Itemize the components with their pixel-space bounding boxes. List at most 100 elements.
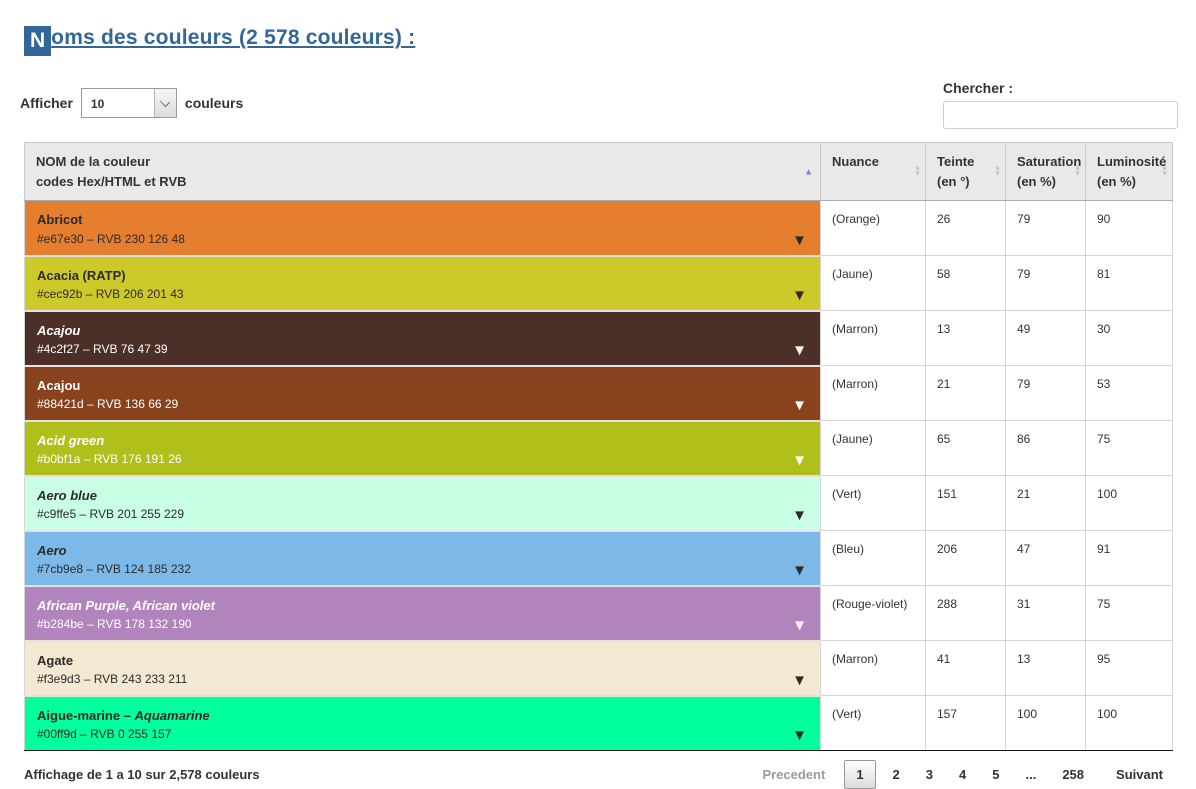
page-button[interactable]: 4 — [959, 767, 967, 783]
column-header-luminosite-line2: (en %) — [1097, 174, 1136, 190]
color-code: #7cb9e8 – RVB 124 185 232 — [37, 562, 191, 577]
table-row: African Purple, African violet #b284be –… — [24, 585, 1173, 642]
hue-cell: 26 — [925, 200, 1006, 257]
nuance-cell: (Vert) — [820, 695, 926, 752]
expand-row-icon[interactable]: ▼ — [792, 616, 807, 634]
hue-cell: 157 — [925, 695, 1006, 752]
expand-row-icon[interactable]: ▼ — [792, 727, 807, 745]
hue-cell: 58 — [925, 255, 1006, 312]
page-button[interactable]: 5 — [992, 767, 1000, 783]
expand-row-icon[interactable]: ▼ — [792, 451, 807, 469]
search-control: Chercher : — [943, 80, 1178, 129]
column-header-name[interactable]: NOM de la couleur codes Hex/HTML et RVB … — [24, 141, 821, 202]
color-code: #b0bf1a – RVB 176 191 26 — [37, 452, 182, 467]
column-header-saturation-line1: Saturation — [1017, 154, 1082, 169]
page-button[interactable]: 2 — [892, 767, 900, 783]
color-name: Aero — [37, 542, 67, 558]
sort-both-icon: ▲ ▼ — [994, 164, 1001, 178]
page-length-select[interactable]: 10 — [80, 88, 177, 118]
lightness-cell: 75 — [1085, 420, 1173, 477]
lightness-cell: 90 — [1085, 200, 1173, 257]
prev-page-button[interactable]: Precedent — [762, 767, 826, 783]
column-header-teinte-line2: (en °) — [937, 174, 970, 190]
nuance-cell: (Marron) — [820, 640, 926, 697]
page-length-value: 10 — [90, 97, 105, 111]
color-name: Aigue-marine – — [37, 707, 135, 723]
table-footer: Affichage de 1 a 10 sur 2,578 couleurs P… — [24, 760, 1172, 789]
expand-row-icon[interactable]: ▼ — [792, 671, 807, 689]
hue-cell: 65 — [925, 420, 1006, 477]
column-header-nuance-label: Nuance — [832, 154, 879, 169]
color-name-cell[interactable]: Abricot #e67e30 – RVB 230 126 48 ▼ — [24, 200, 821, 257]
color-name-cell[interactable]: African Purple, African violet #b284be –… — [24, 585, 821, 642]
lightness-cell: 53 — [1085, 365, 1173, 422]
color-name: Acid green — [37, 432, 105, 448]
color-code: #e67e30 – RVB 230 126 48 — [37, 231, 185, 246]
lightness-cell: 75 — [1085, 585, 1173, 642]
page-button[interactable]: 3 — [925, 767, 934, 783]
color-name: Acajou — [37, 322, 81, 338]
color-code: #4c2f27 – RVB 76 47 39 — [37, 342, 168, 357]
search-label: Chercher : — [943, 80, 1014, 96]
color-name-cell[interactable]: Acid green #b0bf1a – RVB 176 191 26 ▼ — [24, 420, 821, 477]
column-header-luminosite[interactable]: Luminosité (en %) ▲ ▼ — [1085, 141, 1173, 202]
color-name: Acacia (RATP) — [37, 267, 126, 283]
color-name-cell[interactable]: Aigue-marine – Aquamarine #00ff9d – RVB … — [24, 695, 821, 752]
page-length-label: Afficher — [20, 95, 73, 111]
page-length-control: Afficher 10 couleurs — [20, 88, 243, 118]
nuance-cell: (Bleu) — [820, 530, 926, 587]
color-name-cell[interactable]: Agate #f3e9d3 – RVB 243 233 211 ▼ — [24, 640, 821, 697]
color-name-alt: Aquamarine — [134, 707, 210, 723]
color-name-cell[interactable]: Aero #7cb9e8 – RVB 124 185 232 ▼ — [24, 530, 821, 587]
color-name: Agate — [37, 652, 74, 668]
lightness-cell: 30 — [1085, 310, 1173, 367]
column-header-teinte[interactable]: Teinte (en °) ▲ ▼ — [925, 141, 1006, 202]
expand-row-icon[interactable]: ▼ — [792, 561, 807, 579]
table-row: Acacia (RATP) #cec92b – RVB 206 201 43 ▼… — [24, 255, 1173, 312]
column-header-nuance[interactable]: Nuance ▲ ▼ — [820, 141, 926, 202]
color-name-cell[interactable]: Aero blue #c9ffe5 – RVB 201 255 229 ▼ — [24, 475, 821, 532]
color-name: African Purple, African violet — [37, 597, 215, 613]
hue-cell: 206 — [925, 530, 1006, 587]
page-button[interactable]: 258 — [1062, 767, 1085, 783]
column-header-saturation[interactable]: Saturation (en %) ▲ ▼ — [1005, 141, 1086, 202]
color-name-cell[interactable]: Acajou #4c2f27 – RVB 76 47 39 ▼ — [24, 310, 821, 367]
hue-cell: 41 — [925, 640, 1006, 697]
color-code: #c9ffe5 – RVB 201 255 229 — [37, 507, 185, 522]
column-header-teinte-line1: Teinte — [937, 154, 975, 169]
sort-asc-icon: ▲ — [804, 166, 813, 177]
color-code: #b284be – RVB 178 132 190 — [37, 617, 192, 632]
chevron-down-icon[interactable] — [153, 89, 176, 117]
sort-both-icon: ▲ ▼ — [914, 164, 921, 178]
color-table: NOM de la couleur codes Hex/HTML et RVB … — [24, 141, 1173, 752]
expand-row-icon[interactable]: ▼ — [792, 506, 807, 524]
search-input[interactable] — [943, 101, 1178, 129]
saturation-cell: 79 — [1005, 255, 1086, 312]
table-controls: Afficher 10 couleurs Chercher : — [20, 80, 1178, 134]
expand-row-icon[interactable]: ▼ — [792, 341, 807, 359]
table-row: Aero #7cb9e8 – RVB 124 185 232 ▼ (Bleu) … — [24, 530, 1173, 587]
column-header-saturation-line2: (en %) — [1017, 174, 1056, 190]
results-info: Affichage de 1 a 10 sur 2,578 couleurs — [24, 767, 260, 783]
hue-cell: 151 — [925, 475, 1006, 532]
table-row: Aigue-marine – Aquamarine #00ff9d – RVB … — [24, 695, 1173, 752]
expand-row-icon[interactable]: ▼ — [792, 396, 807, 414]
next-page-button[interactable]: Suivant — [1116, 767, 1163, 783]
hue-cell: 13 — [925, 310, 1006, 367]
table-row: Aero blue #c9ffe5 – RVB 201 255 229 ▼ (V… — [24, 475, 1173, 532]
color-name-cell[interactable]: Acacia (RATP) #cec92b – RVB 206 201 43 ▼ — [24, 255, 821, 312]
title-text[interactable]: oms des couleurs (2 578 couleurs) : — [51, 26, 416, 49]
page-button-active[interactable]: 1 — [844, 760, 876, 789]
saturation-cell: 79 — [1005, 365, 1086, 422]
color-table-body: Abricot #e67e30 – RVB 230 126 48 ▼ (Oran… — [24, 200, 1173, 752]
nuance-cell: (Jaune) — [820, 255, 926, 312]
table-row: Abricot #e67e30 – RVB 230 126 48 ▼ (Oran… — [24, 200, 1173, 257]
expand-row-icon[interactable]: ▼ — [792, 286, 807, 304]
expand-row-icon[interactable]: ▼ — [792, 231, 807, 249]
nuance-cell: (Marron) — [820, 310, 926, 367]
color-code: #88421d – RVB 136 66 29 — [37, 397, 179, 412]
table-row: Agate #f3e9d3 – RVB 243 233 211 ▼ (Marro… — [24, 640, 1173, 697]
color-name-cell[interactable]: Acajou #88421d – RVB 136 66 29 ▼ — [24, 365, 821, 422]
saturation-cell: 21 — [1005, 475, 1086, 532]
